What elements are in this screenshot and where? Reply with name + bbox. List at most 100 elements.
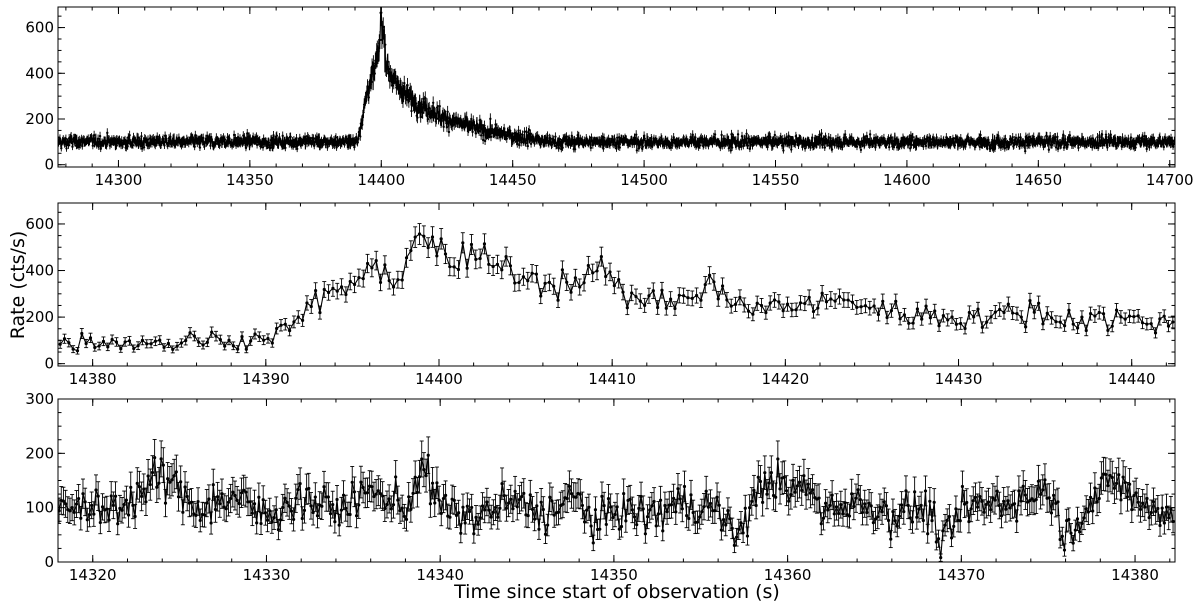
data-point bbox=[889, 309, 894, 313]
data-point bbox=[524, 141, 528, 145]
data-point bbox=[323, 138, 326, 141]
data-point bbox=[600, 137, 603, 141]
data-point bbox=[1097, 310, 1101, 315]
data-point bbox=[1153, 331, 1158, 335]
data-point bbox=[70, 138, 73, 141]
data-point bbox=[773, 133, 777, 137]
data-point bbox=[384, 43, 387, 46]
data-point bbox=[447, 130, 451, 134]
data-point bbox=[759, 303, 764, 308]
data-point bbox=[62, 337, 67, 341]
data-point bbox=[874, 146, 877, 149]
data-point bbox=[383, 33, 386, 37]
data-point bbox=[398, 92, 401, 95]
data-point bbox=[573, 276, 577, 280]
data-point bbox=[422, 97, 425, 101]
data-point bbox=[546, 134, 549, 137]
data-point bbox=[292, 145, 295, 148]
data-point bbox=[163, 144, 166, 147]
data-point bbox=[787, 134, 790, 138]
data-point bbox=[128, 133, 131, 137]
data-point bbox=[785, 135, 788, 139]
data-point bbox=[846, 298, 850, 302]
data-point bbox=[556, 139, 560, 143]
data-point bbox=[334, 136, 338, 139]
data-point bbox=[67, 341, 71, 345]
data-point bbox=[197, 340, 201, 344]
data-point bbox=[855, 305, 859, 309]
data-point bbox=[483, 139, 487, 143]
data-point bbox=[797, 144, 800, 147]
data-point bbox=[930, 143, 934, 147]
data-point bbox=[959, 321, 963, 326]
data-point bbox=[110, 337, 114, 342]
data-point bbox=[243, 136, 246, 139]
data-point bbox=[764, 136, 767, 140]
data-point bbox=[80, 137, 83, 141]
data-point bbox=[671, 141, 675, 145]
data-point bbox=[322, 287, 326, 292]
data-point bbox=[749, 143, 752, 147]
data-point bbox=[807, 295, 811, 300]
data-point bbox=[1099, 142, 1102, 145]
data-point bbox=[539, 294, 543, 298]
data-point bbox=[859, 143, 862, 146]
data-point bbox=[573, 148, 577, 151]
data-point bbox=[348, 279, 352, 284]
data-point bbox=[461, 241, 465, 245]
data-point bbox=[684, 142, 687, 146]
data-point bbox=[863, 304, 868, 308]
data-point bbox=[527, 128, 531, 132]
data-point bbox=[1054, 136, 1057, 139]
data-point bbox=[108, 144, 112, 147]
data-point bbox=[1123, 317, 1127, 321]
data-point bbox=[142, 146, 146, 149]
data-point bbox=[1076, 141, 1079, 145]
data-point bbox=[1075, 326, 1080, 330]
data-point bbox=[516, 134, 520, 138]
data-point bbox=[326, 290, 331, 295]
data-point bbox=[387, 279, 391, 283]
data-point bbox=[383, 263, 387, 267]
data-point bbox=[842, 298, 846, 302]
data-point bbox=[954, 322, 958, 326]
data-point bbox=[1044, 142, 1047, 145]
data-point bbox=[278, 136, 281, 139]
data-point bbox=[126, 145, 129, 148]
data-point bbox=[339, 285, 344, 289]
data-point bbox=[523, 130, 526, 134]
data-point bbox=[750, 140, 754, 143]
data-point bbox=[1032, 310, 1036, 314]
data-point bbox=[1157, 142, 1160, 145]
data-point bbox=[1158, 317, 1162, 321]
data-point bbox=[295, 136, 298, 140]
data-point bbox=[136, 344, 140, 348]
data-point bbox=[144, 500, 148, 504]
data-point bbox=[125, 139, 129, 143]
data-point bbox=[361, 276, 365, 281]
data-point bbox=[361, 123, 364, 126]
data-point bbox=[727, 139, 730, 142]
data-point bbox=[612, 143, 615, 146]
data-point bbox=[544, 141, 548, 145]
data-point bbox=[889, 136, 893, 139]
data-point bbox=[525, 130, 528, 133]
data-point bbox=[781, 309, 785, 313]
data-point bbox=[275, 326, 279, 331]
data-point bbox=[505, 137, 508, 140]
data-point bbox=[231, 344, 235, 348]
x-tick-label: 14400 bbox=[357, 171, 405, 189]
data-point bbox=[740, 145, 743, 149]
data-point bbox=[1093, 314, 1097, 318]
data-point bbox=[1006, 302, 1010, 306]
data-point bbox=[863, 144, 866, 147]
data-point bbox=[248, 135, 251, 138]
data-point bbox=[108, 138, 111, 141]
data-point bbox=[922, 145, 925, 148]
data-point bbox=[435, 117, 438, 120]
data-point bbox=[1096, 136, 1099, 139]
data-point bbox=[269, 139, 273, 142]
data-point bbox=[881, 299, 885, 303]
data-point bbox=[772, 298, 777, 302]
data-point bbox=[635, 149, 639, 152]
